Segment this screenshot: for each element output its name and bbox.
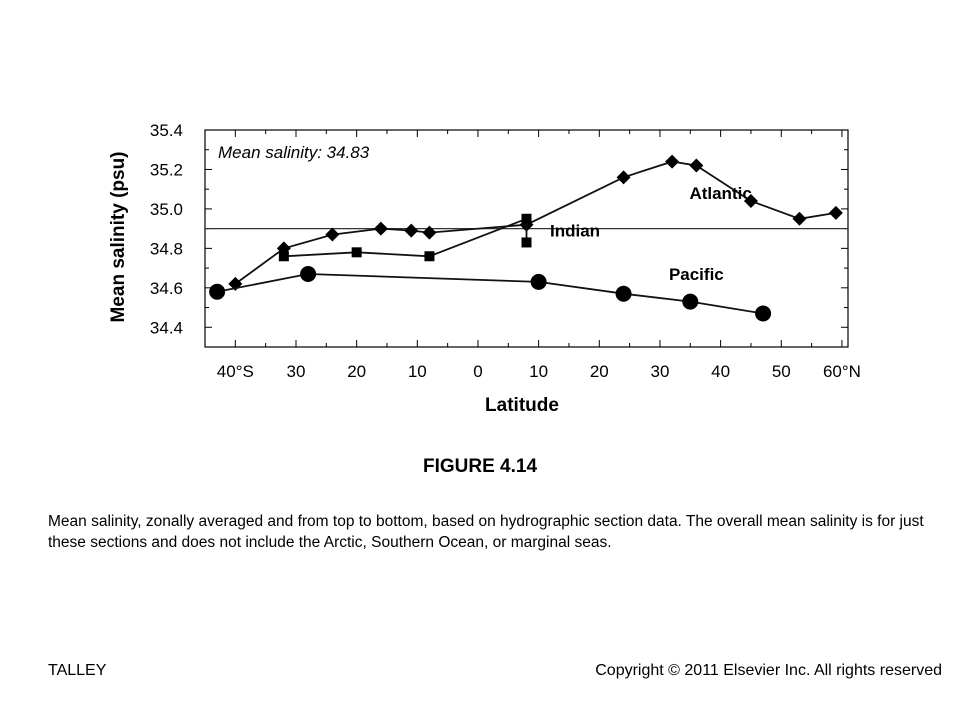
y-axis-label: Mean salinity (psu)	[108, 151, 129, 322]
y-tick-label: 35.4	[150, 121, 183, 140]
y-tick-label: 34.8	[150, 239, 183, 258]
x-axis-label: Latitude	[485, 395, 559, 416]
indian-point	[351, 247, 362, 258]
x-tick-label: 10	[408, 362, 427, 381]
salinity-chart: 34.4 34.6 34.8 35.0 35.2 35.4 40°S 30 20 10 0 10 20 3…	[108, 121, 861, 416]
atlantic-point	[665, 154, 680, 169]
figure-title: FIGURE 4.14	[422, 456, 538, 477]
pacific-point	[209, 283, 226, 300]
atlantic-point	[743, 194, 758, 209]
y-tick-label: 34.6	[150, 279, 183, 298]
indian-label: Indian	[550, 222, 600, 241]
x-tick-label: 60°N	[823, 362, 861, 381]
pacific-point	[300, 266, 317, 283]
atlantic-label: Atlantic	[689, 184, 751, 203]
y-tick-label: 35.2	[150, 160, 183, 179]
x-tick-label: 40°S	[217, 362, 254, 381]
indian-point	[521, 213, 532, 224]
x-tick-label: 30	[287, 362, 306, 381]
atlantic-point	[373, 221, 388, 236]
x-tick-label: 20	[347, 362, 366, 381]
footer-author: TALLEY	[48, 662, 107, 679]
x-tick-label: 30	[650, 362, 669, 381]
figure-caption: Mean salinity, zonally averaged and from…	[48, 513, 924, 551]
pacific-point	[615, 285, 632, 302]
atlantic-point	[404, 223, 419, 238]
atlantic-point	[422, 225, 437, 240]
atlantic-point	[689, 158, 704, 173]
pacific-point	[530, 273, 547, 290]
x-tick-label: 0	[473, 362, 482, 381]
atlantic-point	[828, 205, 843, 220]
pacific-point	[682, 293, 699, 310]
atlantic-point	[616, 170, 631, 185]
y-tick-label: 34.4	[150, 318, 183, 337]
pacific-line	[216, 273, 764, 315]
indian-point	[424, 251, 435, 262]
axis-ticks: 34.4 34.6 34.8 35.0 35.2 35.4 40°S 30 20 10 0 10 20 3…	[150, 121, 861, 381]
x-tick-label: 20	[590, 362, 609, 381]
data-series	[209, 154, 843, 322]
pacific-point	[755, 305, 772, 322]
footer-copyright: Copyright © 2011 Elsevier Inc. All right…	[595, 662, 942, 679]
atlantic-point	[792, 211, 807, 226]
x-tick-label: 40	[711, 362, 730, 381]
series-labels: Atlantic Indian Pacific	[550, 184, 752, 284]
indian-point	[278, 251, 289, 262]
plot-frame	[204, 129, 849, 348]
atlantic-line	[234, 160, 837, 285]
indian-point	[521, 237, 532, 248]
x-tick-label: 10	[529, 362, 548, 381]
mean-salinity-label: Mean salinity: 34.83	[218, 143, 370, 162]
y-tick-label: 35.0	[150, 200, 183, 219]
x-tick-label: 50	[772, 362, 791, 381]
atlantic-point	[325, 227, 340, 242]
pacific-label: Pacific	[669, 265, 724, 284]
